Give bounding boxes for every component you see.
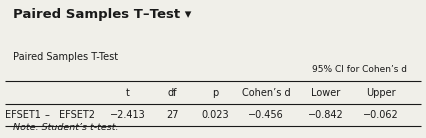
Text: df: df [168, 88, 177, 98]
Text: −2.413: −2.413 [110, 110, 146, 120]
Text: Paired Samples T–Test ▾: Paired Samples T–Test ▾ [13, 8, 191, 21]
Text: −0.456: −0.456 [248, 110, 284, 120]
Text: p: p [212, 88, 218, 98]
Text: Upper: Upper [366, 88, 396, 98]
Text: Lower: Lower [311, 88, 340, 98]
Text: 27: 27 [166, 110, 179, 120]
Text: Note. Student’s t-test.: Note. Student’s t-test. [13, 123, 118, 132]
Text: Paired Samples T-Test: Paired Samples T-Test [13, 52, 118, 62]
Text: EFSET1: EFSET1 [6, 110, 41, 120]
Text: t: t [126, 88, 130, 98]
Text: 95% CI for Cohen’s d: 95% CI for Cohen’s d [312, 64, 408, 74]
Text: EFSET2: EFSET2 [59, 110, 95, 120]
Text: Cohen’s d: Cohen’s d [242, 88, 291, 98]
Text: −0.062: −0.062 [363, 110, 399, 120]
Text: –: – [44, 110, 49, 120]
Text: 0.023: 0.023 [201, 110, 229, 120]
Text: −0.842: −0.842 [308, 110, 344, 120]
